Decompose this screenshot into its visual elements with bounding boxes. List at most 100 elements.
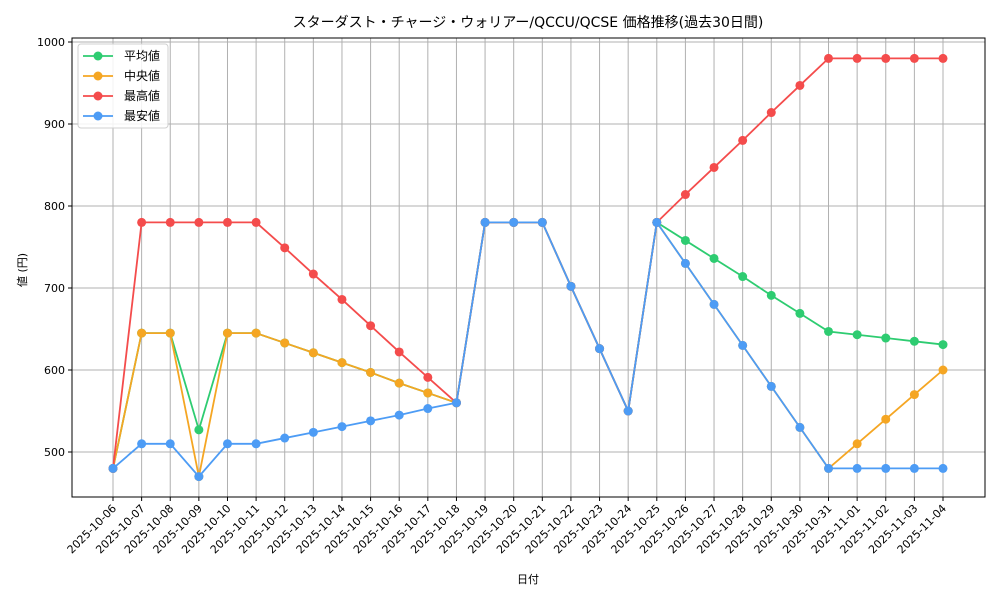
data-point	[709, 299, 719, 309]
data-point	[881, 333, 891, 343]
data-point	[394, 347, 404, 357]
data-point	[308, 269, 318, 279]
data-point	[423, 388, 433, 398]
data-point	[852, 439, 862, 449]
data-point	[308, 427, 318, 437]
data-point	[337, 294, 347, 304]
series-line	[108, 217, 948, 482]
y-tick-label: 500	[44, 446, 65, 459]
data-point	[766, 381, 776, 391]
data-point	[824, 463, 834, 473]
data-point	[938, 340, 948, 350]
chart-title: スターダスト・チャージ・ウォリアー/QCCU/QCSE 価格推移(過去30日間)	[293, 15, 764, 31]
data-point	[680, 235, 690, 245]
data-point	[165, 439, 175, 449]
data-point	[766, 108, 776, 118]
data-point	[222, 217, 232, 227]
data-point	[280, 433, 290, 443]
data-point	[709, 253, 719, 263]
data-point	[108, 463, 118, 473]
data-point	[451, 398, 461, 408]
data-point	[337, 358, 347, 368]
y-axis-label: 値 (円)	[16, 253, 29, 287]
series-line	[108, 217, 948, 482]
data-point	[165, 217, 175, 227]
y-tick-label: 600	[44, 364, 65, 377]
x-axis-label: 日付	[517, 573, 539, 586]
legend-label: 最高値	[124, 88, 160, 103]
legend-item: 最安値	[83, 108, 160, 123]
y-tick-label: 900	[44, 118, 65, 131]
data-point	[852, 53, 862, 63]
data-point	[795, 80, 805, 90]
data-point	[394, 410, 404, 420]
data-point	[251, 328, 261, 338]
data-point	[652, 217, 662, 227]
data-point	[394, 378, 404, 388]
x-axis: 2025-10-062025-10-072025-10-082025-10-09…	[65, 497, 949, 556]
legend-item: 中央値	[83, 68, 160, 83]
data-point	[308, 348, 318, 358]
data-point	[165, 328, 175, 338]
grid-lines	[72, 38, 985, 497]
data-point	[509, 217, 519, 227]
data-point	[251, 217, 261, 227]
data-point	[194, 217, 204, 227]
legend-marker-icon	[93, 51, 103, 61]
series-layer	[108, 53, 948, 482]
data-point	[824, 326, 834, 336]
data-point	[137, 439, 147, 449]
series-line	[108, 53, 948, 473]
legend-item: 平均値	[83, 48, 160, 63]
data-point	[738, 340, 748, 350]
data-point	[881, 463, 891, 473]
data-point	[738, 272, 748, 282]
data-point	[881, 53, 891, 63]
data-point	[280, 243, 290, 253]
data-point	[795, 422, 805, 432]
data-point	[366, 367, 376, 377]
series-line	[108, 217, 948, 473]
data-point	[680, 258, 690, 268]
legend-label: 中央値	[124, 68, 160, 83]
data-point	[938, 53, 948, 63]
data-point	[480, 217, 490, 227]
legend-label: 平均値	[124, 48, 160, 63]
data-point	[909, 53, 919, 63]
data-point	[938, 365, 948, 375]
data-point	[766, 290, 776, 300]
data-point	[909, 463, 919, 473]
y-tick-label: 800	[44, 200, 65, 213]
data-point	[137, 328, 147, 338]
data-point	[909, 336, 919, 346]
data-point	[824, 53, 834, 63]
data-point	[366, 321, 376, 331]
data-point	[852, 463, 862, 473]
data-point	[194, 472, 204, 482]
data-point	[280, 338, 290, 348]
data-point	[566, 281, 576, 291]
data-point	[938, 463, 948, 473]
data-point	[680, 190, 690, 200]
data-point	[795, 308, 805, 318]
data-point	[194, 425, 204, 435]
data-point	[423, 404, 433, 414]
legend-item: 最高値	[83, 88, 160, 103]
data-point	[222, 439, 232, 449]
data-point	[537, 217, 547, 227]
data-point	[881, 414, 891, 424]
data-point	[709, 162, 719, 172]
legend-marker-icon	[93, 111, 103, 121]
data-point	[852, 330, 862, 340]
data-point	[366, 416, 376, 426]
legend-marker-icon	[93, 91, 103, 101]
data-point	[423, 372, 433, 382]
plot-frame	[71, 37, 986, 498]
y-tick-label: 1000	[37, 36, 65, 49]
y-axis: 500 600 700 800 900 1000	[37, 36, 72, 459]
data-point	[623, 406, 633, 416]
data-point	[337, 422, 347, 432]
y-tick-label: 700	[44, 282, 65, 295]
